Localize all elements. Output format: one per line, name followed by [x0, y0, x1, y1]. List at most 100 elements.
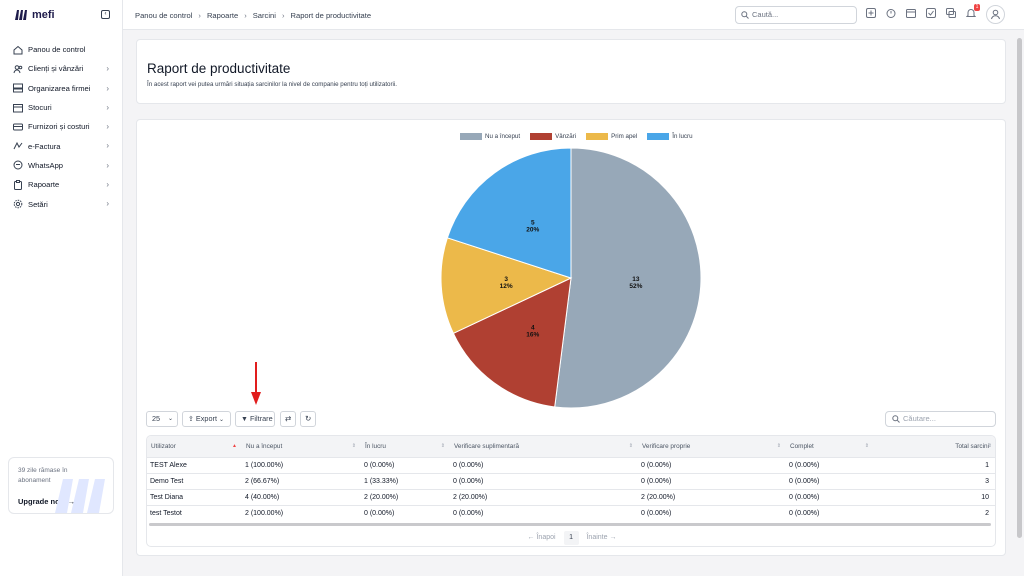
breadcrumb-item[interactable]: Panou de control — [135, 11, 193, 20]
table-search-input[interactable]: Căutare... — [885, 411, 996, 427]
notification-badge: 1 — [974, 4, 980, 11]
prev-page-button[interactable]: ← Înapoi — [527, 534, 556, 541]
sidebar-item[interactable]: Setări › — [0, 194, 123, 213]
legend-item[interactable]: Nu a început — [460, 133, 520, 140]
column-header[interactable]: Total sarcini ⇕ — [874, 436, 995, 457]
sidebar-item[interactable]: Rapoarte › — [0, 175, 123, 194]
table-cell: 2 (20.00%) — [361, 488, 450, 505]
bell-icon[interactable]: 1 — [965, 4, 980, 18]
columns-toggle-button[interactable]: ⇄ — [280, 411, 296, 427]
sidebar-item[interactable]: Panou de control — [0, 40, 123, 59]
export-label: Export — [195, 414, 217, 423]
collapse-sidebar-icon[interactable]: ‹ — [101, 10, 110, 19]
table-row[interactable]: Test Diana 4 (40.00%) 2 (20.00%) 2 (20.00%)… — [147, 488, 995, 505]
column-header[interactable]: În lucru ⇕ — [361, 436, 450, 457]
legend-swatch — [586, 133, 609, 140]
refresh-button[interactable]: ↻ — [300, 411, 316, 427]
column-header[interactable]: Verificare suplimentară ⇕ — [450, 436, 638, 457]
pie-slice[interactable] — [446, 147, 572, 279]
sort-icon: ⇕ — [440, 443, 445, 449]
legend-swatch — [460, 133, 482, 140]
table-row[interactable]: TEST Alexe 1 (100.00%) 0 (0.00%) 0 (0.00%) 0… — [147, 456, 995, 473]
chevron-down-icon: ⌄ — [167, 416, 173, 422]
search-icon — [892, 415, 900, 423]
org-icon — [13, 83, 23, 93]
export-button[interactable]: ⇪ Export ⌄ — [182, 411, 231, 427]
page-title: Raport de productivitate — [147, 61, 291, 76]
legend-swatch — [530, 133, 553, 140]
legend-label: Vânzări — [555, 133, 577, 140]
page-size-select[interactable]: 25 ⌄ — [146, 411, 178, 427]
sidebar-item[interactable]: Stocuri › — [0, 98, 123, 117]
chevron-right-icon: › — [106, 160, 109, 170]
table-row[interactable]: test Testot 2 (100.00%) 0 (0.00%) 0 (0.00%)… — [147, 504, 995, 521]
sidebar-item-label: Panou de control — [28, 45, 86, 55]
table-header: Utilizator ▲ Nu a început ⇕ În lucru ⇕ Verific… — [147, 436, 995, 457]
pie-slice[interactable] — [452, 277, 572, 408]
page-number-button[interactable]: 1 — [563, 531, 579, 545]
slice-percent-label: 12% — [500, 283, 513, 290]
legend-item[interactable]: Prim apel — [586, 133, 637, 140]
filter-button[interactable]: ▼ Filtrare — [235, 411, 275, 427]
next-page-button[interactable]: Înainte → — [586, 534, 617, 541]
slice-percent-label: 16% — [526, 332, 539, 339]
sidebar-item[interactable]: WhatsApp › — [0, 156, 123, 175]
mefi-logo-icon — [15, 10, 27, 20]
sidebar-item-label: Organizarea firmei — [28, 83, 91, 93]
sidebar-item-label: Furnizori și costuri — [28, 122, 90, 132]
table-cell: 2 (20.00%) — [638, 488, 786, 505]
sidebar-item-label: WhatsApp — [28, 160, 64, 170]
table-cell: 0 (0.00%) — [361, 456, 450, 473]
avatar[interactable] — [986, 5, 1005, 24]
timer-icon[interactable] — [886, 8, 896, 18]
home-icon — [13, 45, 23, 55]
breadcrumb-item[interactable]: Rapoarte — [206, 11, 239, 20]
column-header[interactable]: Utilizator ▲ — [147, 436, 242, 457]
upgrade-button-label: Upgrade now — [18, 497, 66, 506]
table-cell: 0 (0.00%) — [786, 472, 874, 489]
chat-icon[interactable] — [946, 8, 956, 18]
upgrade-button[interactable]: Upgrade now → — [18, 497, 75, 506]
table-cell: 1 (100.00%) — [242, 456, 361, 473]
table-cell: 0 (0.00%) — [450, 456, 638, 473]
clipboard-icon — [14, 179, 22, 190]
box-icon — [13, 103, 23, 113]
breadcrumb-current: Raport de productivitate — [290, 11, 372, 20]
table-cell: 0 (0.00%) — [638, 504, 786, 521]
legend-item[interactable]: Vânzări — [530, 133, 576, 140]
add-icon[interactable] — [866, 8, 876, 18]
pie-slice[interactable] — [554, 147, 702, 409]
column-header-label: Verificare proprie — [642, 442, 691, 450]
breadcrumb-item[interactable]: Sarcini — [252, 11, 276, 20]
tasks-icon[interactable] — [926, 8, 936, 18]
table-cell: 2 (100.00%) — [242, 504, 361, 521]
table-search-placeholder: Căutare... — [903, 414, 936, 423]
table-cell: 0 (0.00%) — [450, 504, 638, 521]
sort-icon: ⇕ — [776, 443, 781, 449]
horizontal-scrollbar[interactable] — [149, 523, 991, 526]
sidebar-item[interactable]: Furnizori și costuri › — [0, 117, 123, 136]
global-search-input[interactable]: Caută... — [735, 6, 857, 24]
table-cell: TEST Alexe — [147, 456, 242, 473]
sidebar-item[interactable]: e-Factura › — [0, 136, 123, 155]
sidebar-item[interactable]: Organizarea firmei › — [0, 79, 123, 98]
page-scrollbar[interactable] — [1017, 38, 1022, 538]
brand-name: mefi — [32, 9, 55, 21]
sort-icon: ⇕ — [987, 443, 992, 449]
users-icon — [13, 65, 23, 74]
table-row[interactable]: Demo Test 2 (66.67%) 1 (33.33%) 0 (0.00%) 0 … — [147, 472, 995, 489]
sidebar-item[interactable]: Clienți și vânzări › — [0, 59, 123, 78]
table-cell: 2 — [874, 504, 995, 521]
table-cell: 0 (0.00%) — [786, 456, 874, 473]
pie-slice[interactable] — [440, 237, 573, 335]
chart-legend: Nu a început Vânzări Prim apel În lucru — [460, 133, 693, 140]
legend-item[interactable]: În lucru — [647, 133, 693, 140]
column-header[interactable]: Verificare proprie ⇕ — [638, 436, 786, 457]
calendar-icon[interactable] — [906, 8, 916, 18]
logo[interactable]: mefi — [14, 9, 55, 21]
chevron-right-icon: › — [106, 141, 109, 151]
column-header[interactable]: Complet ⇕ — [786, 436, 874, 457]
column-header[interactable]: Nu a început ⇕ — [242, 436, 361, 457]
page-description: În acest raport vei putea urmări situați… — [147, 81, 398, 88]
truck-icon — [13, 123, 23, 131]
